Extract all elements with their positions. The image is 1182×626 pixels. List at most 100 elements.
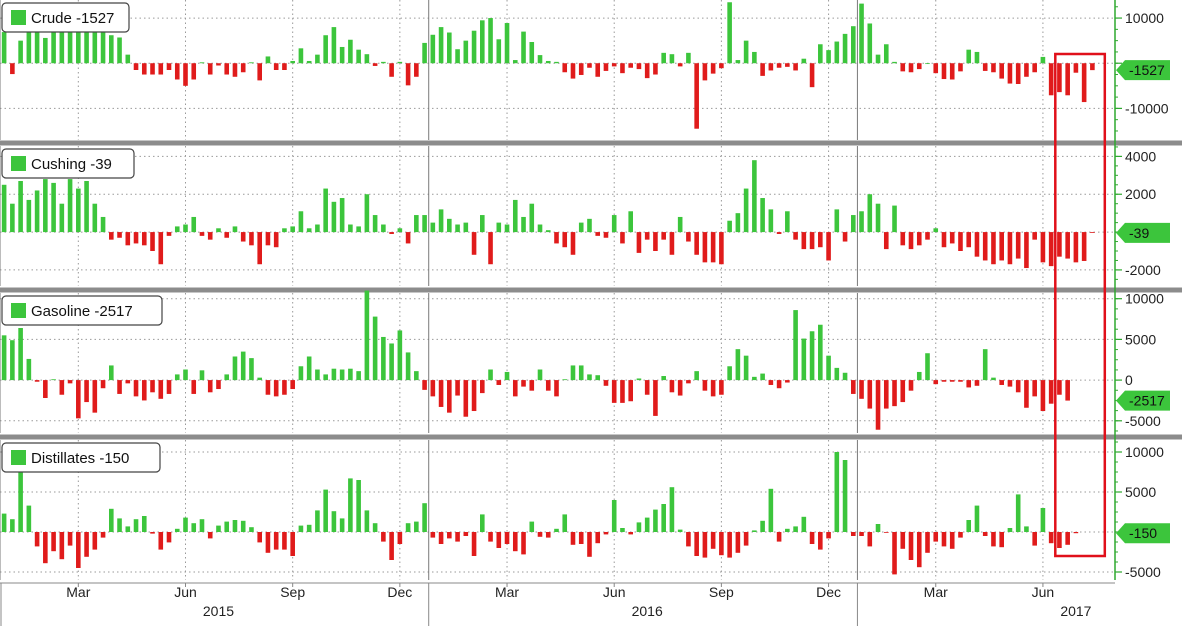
legend-cushing: Cushing -39 bbox=[1, 148, 135, 179]
bar-crude-83 bbox=[686, 52, 691, 64]
bar-crude-32 bbox=[265, 56, 271, 64]
bar-cushing-76 bbox=[628, 211, 633, 233]
bar-gasoline-31 bbox=[257, 377, 262, 381]
bar-gasoline-77 bbox=[636, 378, 642, 381]
bar-distillates-12 bbox=[100, 532, 106, 538]
bar-cushing-92 bbox=[760, 198, 765, 233]
bar-distillates-19 bbox=[158, 532, 164, 550]
bar-cushing-73 bbox=[603, 232, 609, 238]
bar-cushing-14 bbox=[117, 232, 122, 238]
bar-cushing-125 bbox=[1032, 232, 1037, 240]
bar-distillates-108 bbox=[892, 532, 897, 575]
bar-distillates-69 bbox=[570, 532, 576, 545]
bar-crude-62 bbox=[512, 60, 518, 64]
bar-gasoline-9 bbox=[76, 380, 81, 419]
bar-crude-78 bbox=[644, 63, 650, 79]
bar-distillates-77 bbox=[636, 522, 642, 532]
bar-distillates-93 bbox=[768, 488, 774, 532]
bar-cushing-58 bbox=[480, 215, 485, 233]
bar-crude-67 bbox=[554, 61, 559, 64]
bar-crude-0 bbox=[1, 32, 7, 64]
bar-cushing-17 bbox=[141, 232, 147, 246]
bar-gasoline-20 bbox=[166, 380, 172, 394]
legend-distillates: Distillates -150 bbox=[1, 442, 161, 473]
bar-crude-8 bbox=[67, 29, 73, 64]
bar-distillates-118 bbox=[974, 505, 980, 532]
bar-cushing-20 bbox=[166, 232, 172, 236]
legend-swatch bbox=[11, 10, 26, 25]
bar-gasoline-84 bbox=[694, 371, 699, 381]
bar-gasoline-125 bbox=[1032, 380, 1037, 397]
x-month-label: Mar bbox=[924, 584, 948, 600]
bar-crude-48 bbox=[397, 61, 403, 64]
bar-crude-46 bbox=[381, 61, 386, 64]
bar-cushing-108 bbox=[892, 205, 897, 233]
bar-gasoline-73 bbox=[603, 380, 609, 386]
bar-crude-2 bbox=[18, 40, 23, 64]
legend-label: Crude -1527 bbox=[31, 10, 114, 27]
bar-cushing-70 bbox=[578, 222, 584, 233]
bar-crude-70 bbox=[578, 63, 584, 75]
bar-gasoline-25 bbox=[207, 380, 213, 393]
bar-gasoline-101 bbox=[834, 367, 840, 381]
bar-crude-43 bbox=[356, 49, 361, 64]
bar-gasoline-114 bbox=[941, 380, 947, 382]
bar-cushing-31 bbox=[257, 232, 262, 265]
legend-swatch bbox=[11, 450, 26, 465]
bar-gasoline-97 bbox=[801, 338, 807, 381]
bar-distillates-83 bbox=[686, 532, 691, 547]
bar-crude-35 bbox=[290, 60, 295, 64]
bar-gasoline-126 bbox=[1040, 380, 1046, 412]
bar-crude-115 bbox=[949, 63, 955, 80]
bar-cushing-50 bbox=[414, 215, 419, 233]
bar-distillates-56 bbox=[463, 532, 469, 536]
bar-cushing-63 bbox=[521, 216, 526, 233]
bar-gasoline-119 bbox=[982, 349, 988, 381]
bar-distillates-54 bbox=[447, 532, 452, 539]
bar-cushing-100 bbox=[826, 232, 831, 261]
bar-cushing-36 bbox=[298, 211, 304, 233]
bar-crude-124 bbox=[1024, 63, 1029, 77]
bar-crude-37 bbox=[306, 60, 312, 64]
bar-cushing-110 bbox=[908, 232, 914, 250]
bar-cushing-37 bbox=[306, 228, 312, 233]
bar-gasoline-88 bbox=[727, 366, 732, 381]
bar-crude-85 bbox=[702, 63, 708, 81]
bar-cushing-87 bbox=[719, 232, 724, 265]
bar-gasoline-94 bbox=[776, 380, 782, 389]
bar-crude-29 bbox=[240, 63, 246, 73]
bar-distillates-128 bbox=[1057, 532, 1062, 548]
bar-distillates-13 bbox=[109, 508, 114, 532]
bar-cushing-25 bbox=[207, 232, 213, 240]
bar-gasoline-26 bbox=[216, 380, 221, 390]
bar-cushing-99 bbox=[818, 232, 823, 248]
bar-crude-75 bbox=[620, 63, 625, 74]
bar-crude-54 bbox=[447, 32, 452, 64]
last-value-marker-cushing: -39 bbox=[1116, 222, 1170, 243]
y-tick-label: 10000 bbox=[1125, 444, 1164, 460]
x-year-label: 2015 bbox=[203, 603, 234, 619]
bar-gasoline-92 bbox=[760, 373, 765, 381]
bar-gasoline-120 bbox=[991, 377, 996, 381]
bar-distillates-61 bbox=[504, 532, 510, 544]
bar-distillates-130 bbox=[1073, 532, 1079, 534]
bar-cushing-116 bbox=[958, 232, 963, 251]
bar-crude-128 bbox=[1057, 63, 1062, 93]
bar-cushing-78 bbox=[644, 232, 650, 240]
bar-distillates-52 bbox=[430, 532, 436, 538]
bar-crude-96 bbox=[793, 63, 798, 71]
bar-distillates-7 bbox=[59, 532, 65, 560]
bar-gasoline-5 bbox=[43, 380, 48, 398]
x-year-label: 2016 bbox=[632, 603, 663, 619]
bar-crude-114 bbox=[941, 63, 947, 80]
bar-crude-64 bbox=[529, 42, 535, 64]
bar-cushing-103 bbox=[851, 215, 856, 233]
bar-cushing-44 bbox=[364, 194, 370, 233]
bar-gasoline-0 bbox=[1, 335, 7, 381]
bar-distillates-26 bbox=[216, 525, 221, 532]
bar-gasoline-111 bbox=[916, 371, 922, 381]
bar-distillates-129 bbox=[1065, 532, 1070, 545]
bar-cushing-32 bbox=[265, 232, 271, 246]
bar-cushing-115 bbox=[949, 232, 955, 244]
bar-cushing-106 bbox=[875, 203, 881, 233]
